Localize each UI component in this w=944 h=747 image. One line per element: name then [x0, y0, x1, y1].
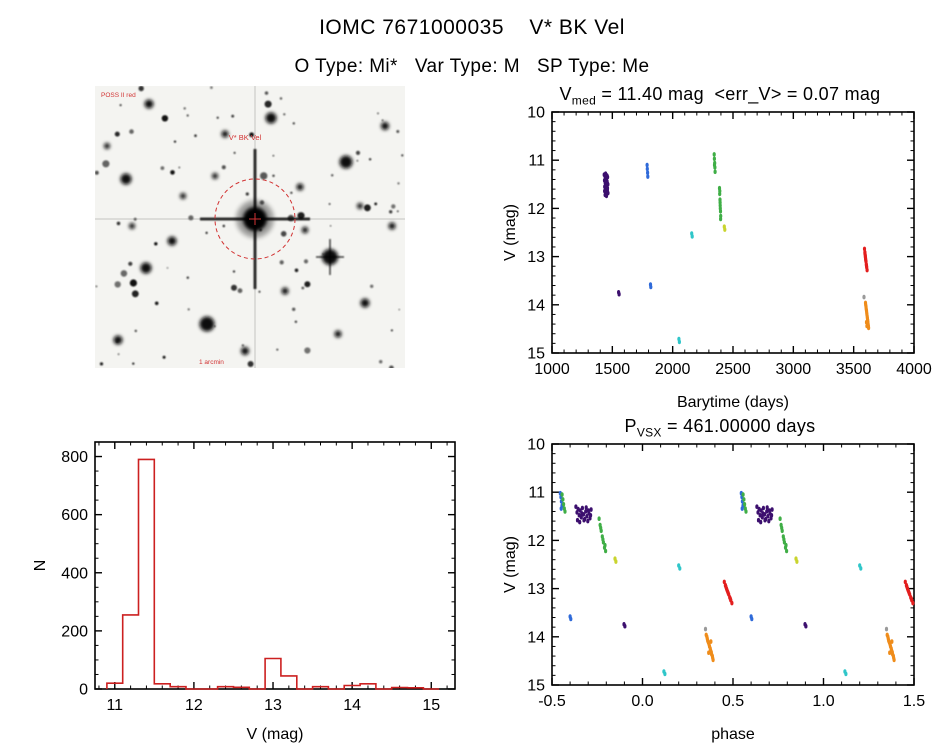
svg-text:1500: 1500 — [595, 361, 631, 378]
lightcurve-axes: 1000 1500 2000 2500 3000 3500 4000 10 11 12 13 14 15… — [502, 105, 932, 412]
lightcurve-title-rest: = 11.40 mag <err_V> = 0.07 mag — [596, 84, 881, 104]
svg-text:12: 12 — [185, 697, 203, 714]
page-title: IOMC 7671000035 V* BK Vel — [319, 16, 625, 39]
finder-annotations: V* BK Vel POSS II red 1 arcmin — [101, 92, 296, 366]
phase-title: PVSX = 461.00000 days — [500, 416, 940, 440]
finder-credit-label: POSS II red — [101, 92, 136, 99]
svg-text:14: 14 — [527, 629, 545, 646]
svg-text:14: 14 — [527, 297, 545, 314]
svg-text:V (mag): V (mag) — [247, 726, 304, 743]
histogram-axes: 11 12 13 14 15 0 200 400 600 800 V (mag) N — [32, 441, 456, 743]
phase-series-green — [560, 492, 789, 554]
svg-text:V (mag): V (mag) — [502, 536, 519, 593]
svg-text:15: 15 — [422, 697, 440, 714]
svg-text:15: 15 — [527, 346, 545, 363]
svg-text:10: 10 — [527, 437, 545, 454]
svg-text:10: 10 — [527, 105, 545, 122]
phase-chart: -0.5 0.0 0.5 1.0 1.5 10 11 12 13 14 15 phase V (mag) — [502, 437, 925, 744]
svg-text:4000: 4000 — [896, 361, 932, 378]
phase-series-yellow-green — [613, 556, 799, 564]
finder-target-label: V* BK Vel — [229, 133, 262, 142]
finder-scale-label: 1 arcmin — [199, 359, 224, 366]
svg-text:200: 200 — [61, 623, 88, 640]
lightcurve-series-blue — [645, 162, 653, 290]
page-subtitle: O Type: Mi* Var Type: M SP Type: Me — [294, 56, 650, 77]
svg-text:phase: phase — [711, 726, 755, 743]
lightcurve-chart: 1000 1500 2000 2500 3000 3500 4000 10 11 12 13 14 15… — [502, 105, 932, 412]
histogram-chart: 11 12 13 14 15 0 200 400 600 800 V (mag) N — [32, 441, 456, 743]
lightcurve-series-cyan — [677, 231, 694, 345]
svg-text:600: 600 — [61, 507, 88, 524]
svg-text:1.5: 1.5 — [903, 693, 925, 710]
svg-text:400: 400 — [61, 565, 88, 582]
lightcurve-series-red — [862, 246, 869, 273]
svg-text:0.5: 0.5 — [722, 693, 744, 710]
svg-text:Barytime (days): Barytime (days) — [677, 394, 789, 411]
svg-text:0.0: 0.0 — [631, 693, 653, 710]
lightcurve-points — [602, 152, 871, 345]
svg-text:15: 15 — [527, 678, 545, 695]
histogram-outline — [106, 458, 440, 690]
finder-chart-image: V* BK Vel POSS II red 1 arcmin — [95, 86, 405, 368]
phase-title-base: P — [624, 416, 637, 436]
lightcurve-title: Vmed = 11.40 mag <err_V> = 0.07 mag — [500, 84, 940, 108]
svg-text:1000: 1000 — [534, 361, 570, 378]
phase-series-orange — [704, 632, 896, 663]
lightcurve-series-dark-purple — [602, 171, 621, 297]
svg-text:-0.5: -0.5 — [538, 693, 566, 710]
svg-text:2500: 2500 — [715, 361, 751, 378]
svg-text:0: 0 — [79, 682, 88, 699]
phase-series-dark-purple — [574, 504, 808, 629]
phase-series-cyan — [662, 563, 863, 677]
svg-text:11: 11 — [528, 485, 545, 502]
svg-text:13: 13 — [527, 249, 545, 266]
phase-points — [558, 490, 915, 677]
svg-text:V (mag): V (mag) — [502, 204, 519, 261]
phase-title-rest: = 461.00000 days — [661, 416, 816, 436]
lightcurve-series-green — [712, 152, 723, 222]
svg-text:11: 11 — [528, 153, 545, 170]
svg-text:3000: 3000 — [776, 361, 812, 378]
svg-text:13: 13 — [527, 581, 545, 598]
svg-text:12: 12 — [527, 201, 545, 218]
svg-text:14: 14 — [343, 697, 361, 714]
svg-text:11: 11 — [106, 697, 123, 714]
lightcurve-title-subscript: med — [571, 93, 597, 108]
target-marker-circle — [214, 178, 296, 260]
phase-title-subscript: VSX — [636, 425, 662, 440]
svg-text:13: 13 — [264, 697, 282, 714]
phase-series-gray — [703, 626, 889, 632]
svg-text:3500: 3500 — [836, 361, 872, 378]
svg-text:N: N — [32, 560, 49, 572]
svg-text:800: 800 — [61, 449, 88, 466]
svg-text:1.0: 1.0 — [812, 693, 834, 710]
svg-text:12: 12 — [527, 533, 545, 550]
lightcurve-series-yellow-green — [722, 224, 727, 232]
lightcurve-title-base: V — [559, 84, 572, 104]
svg-text:2000: 2000 — [655, 361, 691, 378]
lightcurve-series-gray — [862, 294, 866, 300]
lightcurve-series-orange — [863, 300, 871, 331]
phase-series-red — [722, 579, 915, 606]
phase-axes: -0.5 0.0 0.5 1.0 1.5 10 11 12 13 14 15 phase V (mag) — [502, 437, 925, 744]
